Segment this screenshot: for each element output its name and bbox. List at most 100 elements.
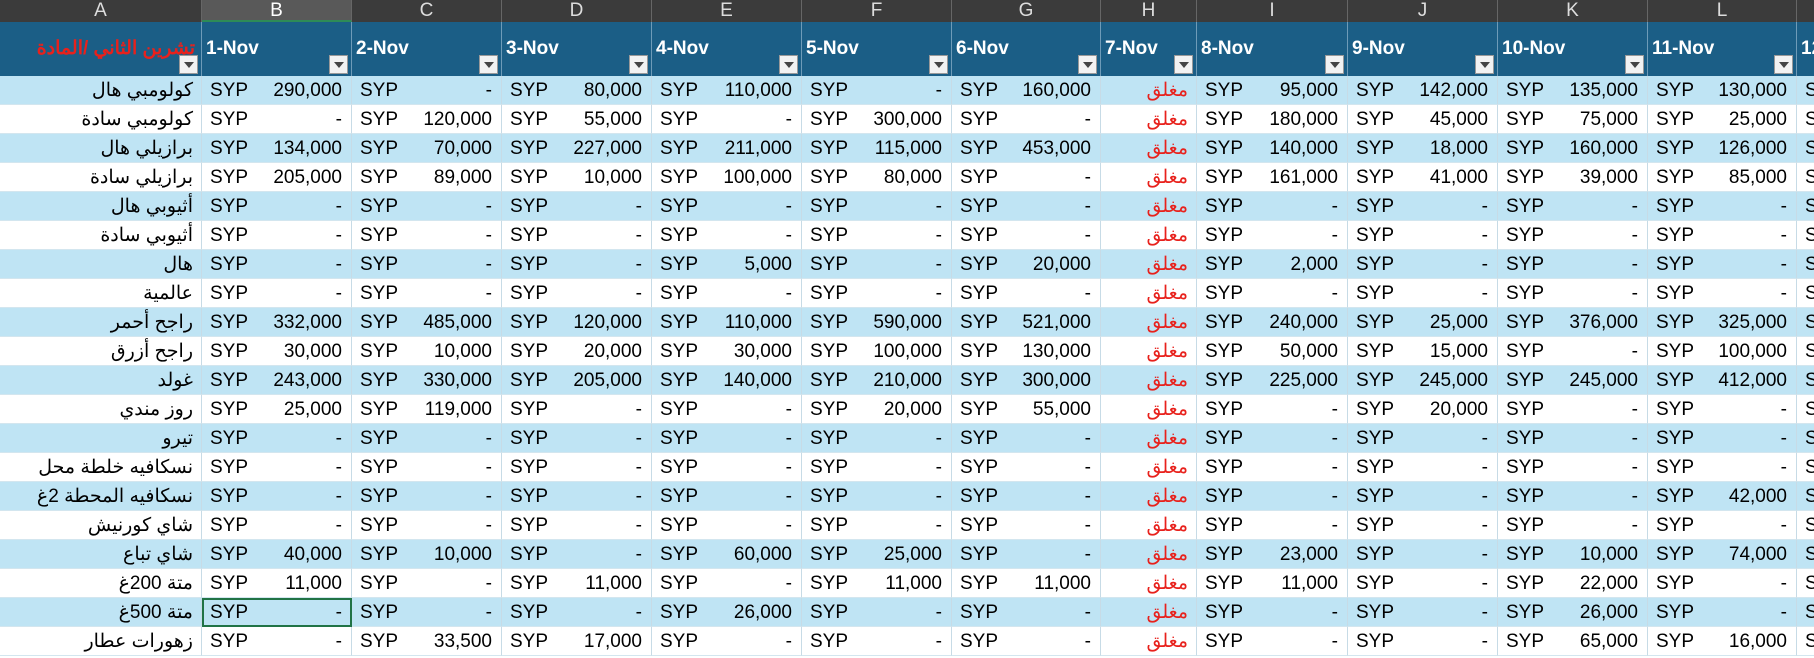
value-cell[interactable]: SYP 119,000: [352, 395, 502, 424]
value-cell[interactable]: SYP 120,000: [502, 308, 652, 337]
value-cell[interactable]: SYP -: [1498, 250, 1648, 279]
value-cell[interactable]: SYP 180,000: [1197, 105, 1348, 134]
value-cell[interactable]: SYP 26,000: [1498, 598, 1648, 627]
value-cell[interactable]: SYP -: [802, 627, 952, 656]
value-cell[interactable]: SYP -: [952, 221, 1101, 250]
value-cell[interactable]: SYP -: [502, 395, 652, 424]
item-name[interactable]: راجح أحمر: [0, 308, 202, 337]
item-name[interactable]: زهورات عطار: [0, 627, 202, 656]
value-cell[interactable]: SYP -: [502, 279, 652, 308]
value-cell[interactable]: SYP 376,000: [1498, 308, 1648, 337]
column-letter[interactable]: F: [802, 0, 952, 22]
value-cell[interactable]: SYP 33,500: [352, 627, 502, 656]
value-cell[interactable]: SYP -: [202, 511, 352, 540]
value-cell[interactable]: SYP 39,000: [1498, 163, 1648, 192]
value-cell[interactable]: SYP 243,000: [202, 366, 352, 395]
value-cell[interactable]: SYP -: [1648, 395, 1797, 424]
closed-cell[interactable]: مغلق: [1101, 482, 1197, 511]
item-name[interactable]: تيرو: [0, 424, 202, 453]
item-name[interactable]: روز مندي: [0, 395, 202, 424]
value-cell[interactable]: SYP 160,000: [952, 76, 1101, 105]
value-cell[interactable]: SYP 130,000: [952, 337, 1101, 366]
value-cell[interactable]: SYP 17,000: [502, 627, 652, 656]
filter-button[interactable]: [1774, 55, 1793, 74]
closed-cell[interactable]: مغلق: [1101, 308, 1197, 337]
value-cell[interactable]: SYP -: [1197, 598, 1348, 627]
value-cell[interactable]: SYP 25,000: [802, 540, 952, 569]
filter-button[interactable]: [1325, 55, 1344, 74]
value-cell[interactable]: SYP 110,000: [652, 308, 802, 337]
item-name[interactable]: متة 500غ: [0, 598, 202, 627]
item-name[interactable]: نسكافيه خلطة محل: [0, 453, 202, 482]
value-cell[interactable]: SYP 205,000: [502, 366, 652, 395]
value-cell[interactable]: SYP -: [1197, 279, 1348, 308]
value-cell[interactable]: SYP -: [502, 482, 652, 511]
value-cell[interactable]: SYP -: [1498, 482, 1648, 511]
value-cell[interactable]: SYP -: [652, 221, 802, 250]
value-cell[interactable]: SYP -: [1348, 424, 1498, 453]
value-cell[interactable]: SYP -: [1498, 453, 1648, 482]
value-cell[interactable]: SYP -: [1197, 627, 1348, 656]
value-cell[interactable]: SYP 160,000: [1498, 134, 1648, 163]
value-cell[interactable]: SYP 65,000: [1498, 627, 1648, 656]
item-name[interactable]: أثيوبي هال: [0, 192, 202, 221]
value-cell[interactable]: SYP 20,000: [1348, 395, 1498, 424]
value-cell[interactable]: SYP -: [802, 598, 952, 627]
value-cell[interactable]: SYP -: [1197, 221, 1348, 250]
value-cell[interactable]: SYP -: [502, 250, 652, 279]
value-cell[interactable]: SYP -: [1498, 395, 1648, 424]
value-cell[interactable]: SYP -: [802, 482, 952, 511]
value-cell[interactable]: SYP -: [352, 221, 502, 250]
value-cell[interactable]: SYP -: [1348, 221, 1498, 250]
value-cell[interactable]: SYP -: [202, 482, 352, 511]
value-cell[interactable]: SYP 245,000: [1498, 366, 1648, 395]
value-cell[interactable]: SYP -: [952, 453, 1101, 482]
column-letter[interactable]: A: [0, 0, 202, 22]
closed-cell[interactable]: مغلق: [1101, 221, 1197, 250]
value-cell[interactable]: SYP -: [1348, 453, 1498, 482]
value-cell[interactable]: SYP 126,000: [1648, 134, 1797, 163]
value-cell[interactable]: SYP 330,000: [352, 366, 502, 395]
value-cell[interactable]: SYP 300,000: [802, 105, 952, 134]
value-cell[interactable]: SYP: [1797, 424, 1814, 453]
value-cell[interactable]: SYP -: [1648, 279, 1797, 308]
value-cell[interactable]: SYP -: [1648, 424, 1797, 453]
value-cell[interactable]: SYP 45,000: [1348, 105, 1498, 134]
value-cell[interactable]: SYP -: [352, 598, 502, 627]
value-cell[interactable]: SYP 211,000: [652, 134, 802, 163]
item-name[interactable]: برازيلي سادة: [0, 163, 202, 192]
value-cell[interactable]: SYP -: [502, 453, 652, 482]
filter-button[interactable]: [1475, 55, 1494, 74]
value-cell[interactable]: SYP: [1797, 453, 1814, 482]
value-cell[interactable]: SYP 40,000: [202, 540, 352, 569]
value-cell[interactable]: SYP 100,000: [802, 337, 952, 366]
item-name[interactable]: راجح أزرق: [0, 337, 202, 366]
value-cell[interactable]: SYP -: [1648, 511, 1797, 540]
value-cell[interactable]: SYP -: [352, 511, 502, 540]
value-cell[interactable]: SYP -: [652, 424, 802, 453]
value-cell[interactable]: SYP 140,000: [652, 366, 802, 395]
value-cell[interactable]: SYP 134,000: [202, 134, 352, 163]
closed-cell[interactable]: مغلق: [1101, 366, 1197, 395]
value-cell[interactable]: SYP -: [202, 424, 352, 453]
value-cell[interactable]: SYP -: [952, 279, 1101, 308]
value-cell[interactable]: SYP -: [1348, 598, 1498, 627]
value-cell[interactable]: SYP 225,000: [1197, 366, 1348, 395]
value-cell[interactable]: SYP 142,000: [1348, 76, 1498, 105]
value-cell[interactable]: SYP: [1797, 511, 1814, 540]
filter-button[interactable]: [329, 55, 348, 74]
value-cell[interactable]: SYP -: [202, 598, 352, 627]
filter-button[interactable]: [179, 55, 198, 74]
value-cell[interactable]: SYP: [1797, 395, 1814, 424]
item-name[interactable]: شاي تباع: [0, 540, 202, 569]
value-cell[interactable]: SYP 161,000: [1197, 163, 1348, 192]
value-cell[interactable]: SYP 10,000: [1498, 540, 1648, 569]
value-cell[interactable]: SYP 11,000: [1197, 569, 1348, 598]
value-cell[interactable]: SYP -: [652, 511, 802, 540]
value-cell[interactable]: SYP 70,000: [352, 134, 502, 163]
item-name[interactable]: كولومبي هال: [0, 76, 202, 105]
value-cell[interactable]: SYP -: [802, 453, 952, 482]
value-cell[interactable]: SYP 453,000: [952, 134, 1101, 163]
value-cell[interactable]: SYP 18,000: [1348, 134, 1498, 163]
value-cell[interactable]: SYP -: [1348, 279, 1498, 308]
